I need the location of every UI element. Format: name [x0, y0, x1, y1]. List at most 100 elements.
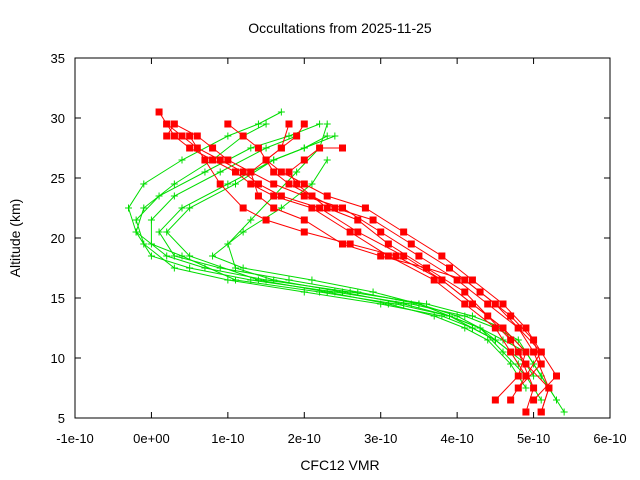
data-point	[178, 204, 186, 212]
series-layer	[125, 108, 568, 416]
data-point	[270, 192, 278, 200]
data-point	[400, 252, 408, 260]
data-point	[468, 276, 476, 284]
data-point	[346, 240, 354, 248]
data-point	[415, 300, 423, 308]
data-point	[339, 288, 346, 296]
data-point	[323, 288, 331, 296]
data-point	[331, 132, 339, 140]
data-point	[232, 180, 239, 188]
y-axis-label: Altitude (km)	[7, 199, 23, 278]
data-point	[178, 132, 186, 140]
data-point	[216, 156, 224, 164]
x-axis-label: CFC12 VMR	[300, 457, 379, 473]
data-point	[491, 300, 499, 308]
data-point	[446, 264, 453, 272]
data-point	[270, 156, 278, 164]
y-tick-label: 15	[51, 291, 65, 306]
data-point	[461, 300, 469, 308]
data-point	[300, 180, 308, 188]
data-point	[438, 276, 446, 284]
data-point	[499, 300, 507, 308]
data-point	[361, 204, 369, 212]
x-tick-label: 6e-10	[593, 431, 626, 446]
data-point	[140, 180, 148, 188]
x-tick-label: 3e-10	[364, 431, 397, 446]
profile-line	[127, 111, 565, 413]
data-point	[147, 252, 155, 260]
data-point	[262, 156, 270, 164]
data-point	[438, 252, 446, 260]
data-point	[270, 180, 278, 188]
data-point	[331, 204, 339, 212]
data-point	[323, 120, 331, 128]
data-point	[262, 120, 270, 128]
data-point	[201, 168, 209, 176]
data-point	[468, 300, 476, 308]
data-point	[224, 180, 232, 188]
data-point	[300, 216, 308, 224]
data-point	[262, 216, 270, 224]
data-point	[232, 264, 239, 272]
data-point	[140, 204, 148, 212]
data-point	[300, 288, 308, 296]
data-point	[300, 192, 308, 200]
data-point	[323, 132, 331, 140]
data-point	[507, 348, 515, 356]
data-point	[514, 384, 522, 392]
data-point	[300, 228, 308, 236]
data-point	[384, 240, 392, 248]
data-point	[163, 120, 171, 128]
profile-line	[166, 123, 527, 401]
data-point	[216, 168, 224, 176]
data-point	[545, 384, 553, 392]
data-point	[446, 312, 453, 320]
data-point	[430, 276, 438, 284]
data-point	[277, 168, 285, 176]
data-point	[140, 240, 148, 248]
data-point	[461, 324, 469, 332]
data-point	[132, 216, 140, 224]
data-point	[423, 264, 431, 272]
y-tick-label: 35	[51, 51, 65, 66]
data-point	[293, 168, 301, 176]
data-point	[323, 192, 331, 200]
data-point	[400, 300, 408, 308]
data-point	[400, 228, 408, 236]
data-point	[484, 300, 492, 308]
data-point	[499, 348, 507, 356]
data-point	[277, 144, 285, 152]
data-point	[224, 120, 232, 128]
x-tick-label: 0e+00	[133, 431, 170, 446]
data-point	[514, 336, 522, 344]
data-point	[201, 156, 209, 164]
data-point	[262, 144, 270, 152]
data-point	[170, 192, 178, 200]
profile-line	[150, 135, 550, 389]
y-tick-label: 25	[51, 171, 65, 186]
data-point	[476, 324, 484, 332]
data-point	[537, 360, 545, 368]
data-point	[522, 360, 530, 368]
data-point	[254, 276, 262, 284]
data-point	[147, 216, 155, 224]
data-point	[277, 192, 285, 200]
data-point	[560, 408, 568, 416]
data-point	[277, 204, 285, 212]
x-tick-label: 5e-10	[517, 431, 550, 446]
y-tick-label: 20	[51, 231, 65, 246]
data-point	[522, 324, 530, 332]
data-point	[170, 180, 178, 188]
data-point	[453, 312, 461, 320]
data-point	[530, 384, 538, 392]
profile-line	[227, 123, 558, 401]
data-point	[507, 396, 515, 404]
data-point	[155, 192, 163, 200]
data-point	[216, 180, 224, 188]
red-series	[155, 108, 560, 416]
data-point	[155, 108, 163, 116]
data-point	[170, 264, 178, 272]
data-point	[239, 168, 247, 176]
data-point	[553, 372, 560, 380]
data-point	[186, 144, 194, 152]
